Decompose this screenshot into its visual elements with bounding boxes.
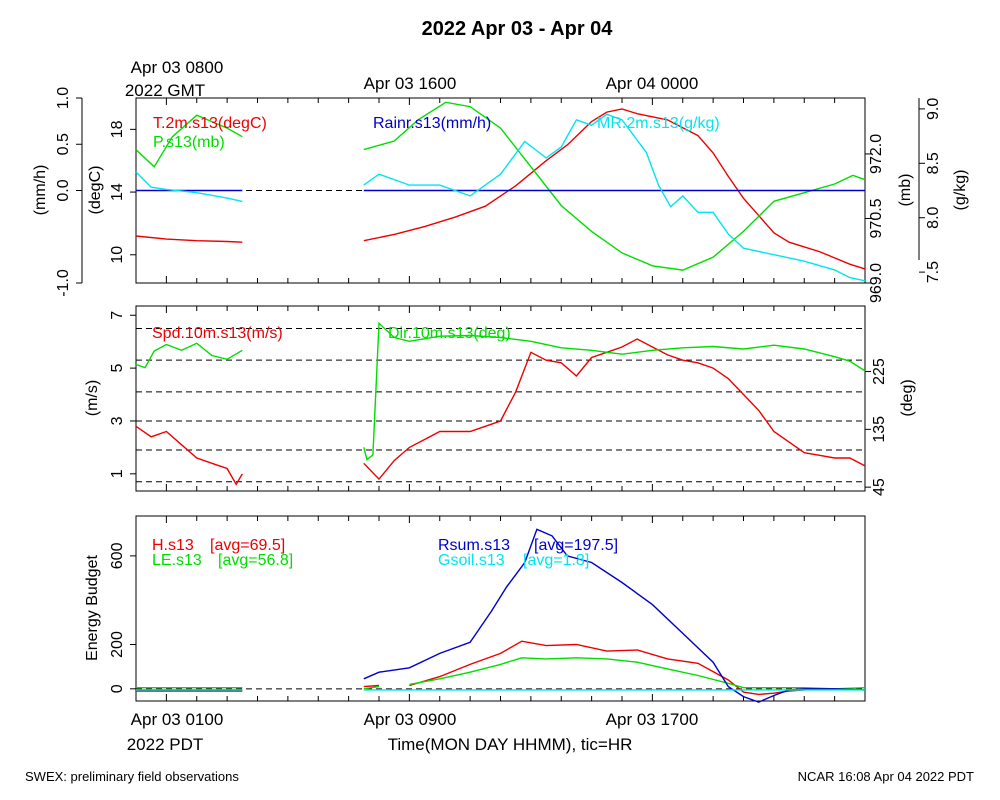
axis-label-deg: (deg) [899,379,916,416]
legend-gsoil-avg: [avg=1.8] [523,552,589,569]
bottom-time-label-1: Apr 03 0900 [364,710,457,729]
panel-3: 0 200 600 Energy Budget H.s13 [avg=69.5] LE.s1… [84,515,866,703]
footer-left: SWEX: preliminary field observations [25,769,239,784]
tick-label-mb-1: 970.5 [868,198,885,238]
tick-label-ms-2: 5 [109,364,126,373]
legend-h-name: H.s13 [152,537,194,554]
series-line-3-0-1 [363,684,380,688]
legend-spd: Spd.10m.s13(m/s) [152,325,283,342]
series-line-1-3-1 [363,113,866,282]
axis-label-degc: (degC) [87,166,104,215]
tick-label-deg-0: 45 [871,478,888,496]
axis-label-eb: Energy Budget [84,555,101,661]
top-time-label-2: Apr 04 0000 [606,74,699,93]
footer-right: NCAR 16:08 Apr 04 2022 PDT [798,769,974,784]
axis-label-gk: (g/kg) [952,170,969,211]
tick-label-eb-0: 0 [109,684,126,693]
series-line-3-0-2 [409,640,866,696]
tick-label-ms-3: 7 [109,311,126,320]
series-line-1-0-0 [135,235,243,243]
series-line-2-1-0 [135,342,243,369]
tick-label-ms-0: 1 [109,469,126,478]
tick-label-ms-1: 3 [109,416,126,425]
series-line-3-1-1 [363,685,380,690]
tick-label-degc-0: 10 [109,246,126,264]
panel-1: -1.0 0.0 0.5 1.0 (mm/h) 10 14 18 (degC) 969.0 970.… [32,87,969,303]
tick-label-degc-1: 14 [109,183,126,201]
series-line-1-1-1 [363,101,866,271]
axis-label-mb: (mb) [897,174,914,207]
legend-t2m: T.2m.s13(degC) [153,115,267,132]
legend-le-avg: [avg=56.8] [218,552,293,569]
tick-label-eb-1: 200 [109,631,126,658]
series-line-3-1-2 [409,657,866,690]
tick-label-degc-2: 18 [109,120,126,138]
tick-label-gk-1: 8.0 [925,206,942,228]
series-line-3-2-1 [363,528,866,703]
legend-gsoil-name: Gsoil.s13 [438,552,505,569]
chart-title: 2022 Apr 03 - Apr 04 [422,18,614,40]
tick-label-mb-0: 969.0 [868,263,885,303]
top-time-label-0: Apr 03 0800 [131,58,224,77]
x-axis-label: Time(MON DAY HHMM), tic=HR [388,735,633,754]
tick-label-gk-2: 8.5 [925,152,942,174]
tick-label-gk-0: 7.5 [925,261,942,283]
legend-rsum-name: Rsum.s13 [438,537,510,554]
series-line-2-0-1 [363,338,866,481]
tick-label-mmh-3: 1.0 [55,87,72,109]
legend-dir: Dir.10m.s13(deg) [388,325,511,342]
legend-rsum-avg: [avg=197.5] [534,537,618,554]
tick-label-eb-2: 600 [109,542,126,569]
tick-label-mmh-2: 0.5 [55,133,72,155]
legend-rainr: Rainr.s13(mm/h) [373,115,491,132]
legend-h-avg: [avg=69.5] [210,537,285,554]
top-time-label-1: Apr 03 1600 [364,74,457,93]
bottom-time-label-sub: 2022 PDT [127,735,204,754]
top-time-label-sub: 2022 GMT [125,81,205,100]
tick-label-deg-2: 225 [871,358,888,385]
tick-label-deg-1: 135 [871,416,888,443]
bottom-time-label-2: Apr 03 1700 [606,710,699,729]
legend-le-name: LE.s13 [152,552,202,569]
tick-label-mmh-0: -1.0 [55,269,72,297]
tick-label-mmh-1: 0.0 [55,179,72,201]
tick-label-gk-3: 9.0 [925,98,942,120]
legend-mr: MR.2m.s13(g/kg) [597,115,720,132]
series-line-2-1-1 [363,321,866,461]
series-line-2-0-0 [135,425,243,486]
legend-p: P.s13(mb) [153,134,225,151]
series-line-1-0-1 [363,108,866,270]
axis-label-ms: (m/s) [84,380,101,416]
axis-label-mmh: (mm/h) [32,165,49,216]
tick-label-mb-2: 972.0 [868,134,885,174]
series-line-1-1-0 [135,114,243,168]
bottom-time-label-0: Apr 03 0100 [131,710,224,729]
series-line-1-3-0 [135,171,243,203]
